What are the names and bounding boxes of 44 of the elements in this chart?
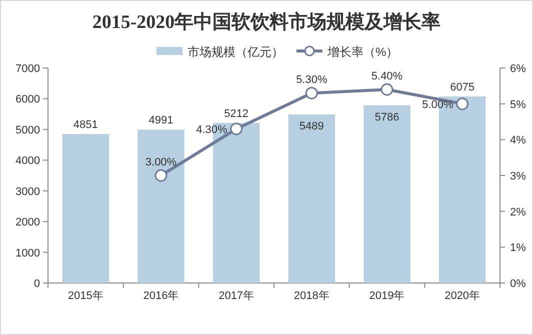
x-tick-label: 2017年	[218, 290, 254, 302]
data-label: 5.30%	[296, 74, 328, 86]
bar	[288, 114, 336, 283]
y-tick-label: 5000	[16, 124, 40, 136]
chart-title: 2015-2020年中国软饮料市场规模及增长率	[92, 11, 441, 33]
y-tick-label: 0	[34, 278, 40, 290]
bar	[138, 130, 184, 283]
y2-tick-label: 5%	[510, 98, 526, 111]
data-label: 4.30%	[196, 124, 228, 136]
point	[456, 98, 469, 110]
bar	[62, 134, 110, 283]
x-tick-label: 2019年	[369, 290, 405, 302]
data-label: 4991	[148, 114, 174, 127]
data-label: 3.00%	[145, 156, 177, 168]
x-tick-label: 2016年	[143, 290, 179, 302]
point	[305, 86, 318, 100]
y2-tick-label: 0%	[510, 278, 526, 290]
data-label: 5.00%	[422, 98, 454, 111]
x-tick-label: 2015年	[68, 290, 104, 302]
y-tick-label: 6000	[16, 94, 40, 106]
data-label: 5212	[224, 108, 249, 120]
data-label: 5489	[299, 120, 324, 132]
y-tick-label: 7000	[16, 63, 40, 75]
x-tick-label: 2018年	[294, 290, 330, 302]
legend-label: 市场规模（亿元）	[188, 45, 284, 59]
y2-tick-label: 4%	[510, 134, 526, 147]
y-tick-label: 3000	[16, 186, 40, 198]
y2-tick-label: 1%	[510, 242, 526, 254]
y-tick-label: 2000	[16, 216, 40, 229]
y-tick-label: 4000	[16, 155, 40, 168]
data-label: 5786	[374, 111, 400, 124]
legend-label: 增长率（%）	[326, 45, 398, 59]
data-label: 6075	[450, 81, 475, 94]
y2-tick-label: 2%	[510, 206, 526, 218]
y-tick-label: 1000	[16, 247, 40, 260]
point	[230, 122, 243, 136]
bar	[364, 105, 410, 283]
data-label: 4851	[73, 119, 98, 132]
y2-tick-label: 3%	[510, 170, 526, 182]
point	[380, 83, 394, 96]
x-tick-label: 2020年	[444, 290, 480, 302]
data-label: 5.40%	[371, 70, 403, 82]
point	[154, 169, 168, 182]
y2-tick-label: 6%	[510, 63, 526, 75]
